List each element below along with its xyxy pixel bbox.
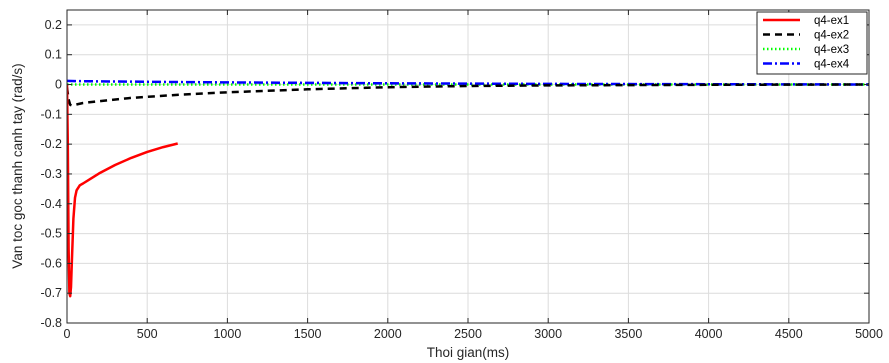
x-tick-label: 3500 bbox=[614, 327, 642, 341]
y-tick-label: -0.2 bbox=[40, 137, 62, 151]
x-tick-label: 4500 bbox=[775, 327, 803, 341]
y-tick-label: 0.1 bbox=[45, 48, 62, 62]
x-tick-label: 0 bbox=[64, 327, 71, 341]
y-tick-label: -0.4 bbox=[40, 197, 62, 211]
x-tick-label: 4000 bbox=[695, 327, 723, 341]
y-tick-label: -0.8 bbox=[40, 316, 62, 330]
legend-label: q4-ex1 bbox=[814, 15, 849, 27]
x-tick-label: 2500 bbox=[454, 327, 482, 341]
x-tick-label: 1500 bbox=[294, 327, 322, 341]
y-tick-label: -0.6 bbox=[40, 256, 62, 270]
x-tick-label: 5000 bbox=[855, 327, 883, 341]
legend-label: q4-ex3 bbox=[814, 44, 849, 56]
y-axis-label: Van toc goc thanh canh tay (rad/s) bbox=[10, 63, 25, 268]
y-tick-label: -0.7 bbox=[40, 286, 62, 300]
x-tick-label: 2000 bbox=[374, 327, 402, 341]
x-axis-label: Thoi gian(ms) bbox=[427, 345, 510, 360]
y-tick-label: 0.2 bbox=[45, 18, 62, 32]
y-tick-label: -0.5 bbox=[40, 227, 62, 241]
y-tick-labels: 0.2 0.1 0 -0.1 -0.2 -0.3 -0.4 -0.5 -0.6 -0.7 -0.8 bbox=[40, 18, 62, 330]
tick-marks bbox=[66, 10, 870, 324]
x-tick-label: 500 bbox=[137, 327, 158, 341]
x-tick-labels: 0 500 1000 1500 2000 2500 3000 3500 4000 4500 5000 bbox=[64, 327, 883, 341]
legend-box bbox=[756, 11, 868, 75]
x-tick-label: 3000 bbox=[534, 327, 562, 341]
legend-label: q4-ex4 bbox=[814, 59, 850, 71]
series-line-q4-ex2 bbox=[67, 83, 869, 107]
y-tick-label: -0.3 bbox=[40, 167, 62, 181]
legend-label: q4-ex2 bbox=[814, 30, 849, 42]
y-tick-label: 0 bbox=[55, 78, 62, 92]
legend: q4-ex1 q4-ex2 q4-ex3 q4-ex4 bbox=[756, 11, 868, 75]
x-tick-label: 1000 bbox=[213, 327, 241, 341]
y-tick-label: -0.1 bbox=[40, 107, 62, 121]
